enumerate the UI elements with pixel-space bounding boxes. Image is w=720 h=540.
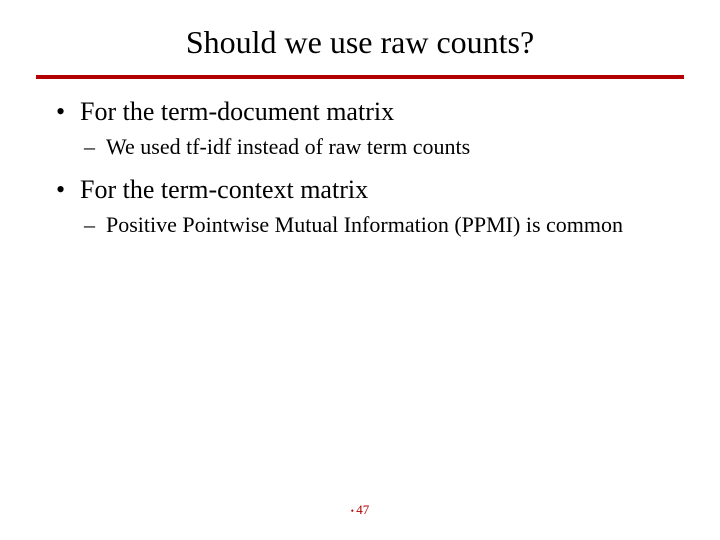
slide-content: For the term-document matrix We used tf-… [0, 97, 720, 238]
bullet-level1: For the term-context matrix [56, 175, 664, 205]
slide: Should we use raw counts? For the term-d… [0, 0, 720, 540]
bullet-level1: For the term-document matrix [56, 97, 664, 127]
bullet-level2: We used tf-idf instead of raw term count… [84, 133, 664, 161]
bullet-level2: Positive Pointwise Mutual Information (P… [84, 211, 664, 239]
slide-title: Should we use raw counts? [0, 0, 720, 75]
title-underline-rule [36, 75, 684, 79]
page-number: 47 [0, 502, 720, 518]
